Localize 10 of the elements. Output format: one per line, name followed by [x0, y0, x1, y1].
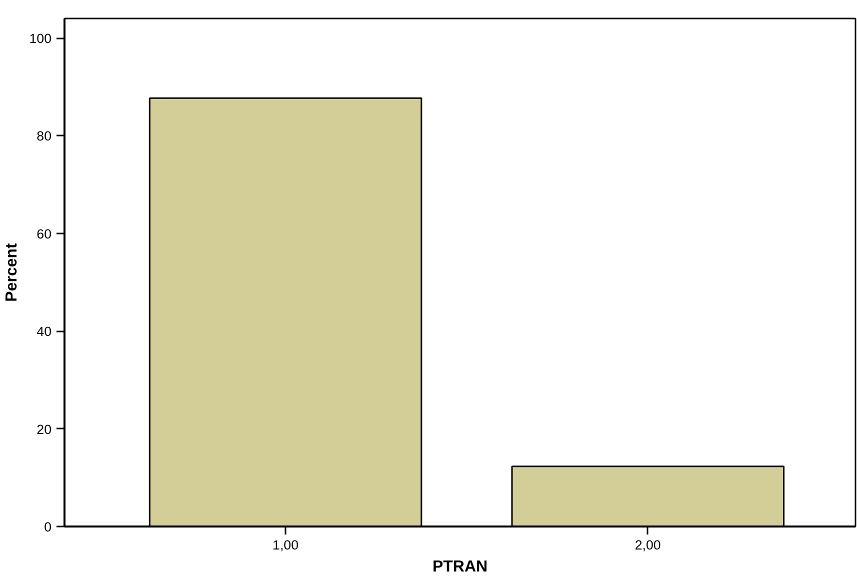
- y-tick-label: 100: [29, 31, 52, 46]
- x-tick-label: 1,00: [272, 538, 299, 552]
- x-tick-label: 2,00: [634, 538, 661, 552]
- y-tick-label: 40: [36, 324, 52, 340]
- y-tick-label: 80: [36, 128, 52, 144]
- x-axis-title: PTRAN: [432, 558, 488, 576]
- y-tick-label: 60: [36, 226, 52, 242]
- y-tick-label: 20: [36, 422, 52, 437]
- y-axis-title: Percent: [3, 242, 20, 302]
- y-tick-label: 0: [44, 520, 52, 534]
